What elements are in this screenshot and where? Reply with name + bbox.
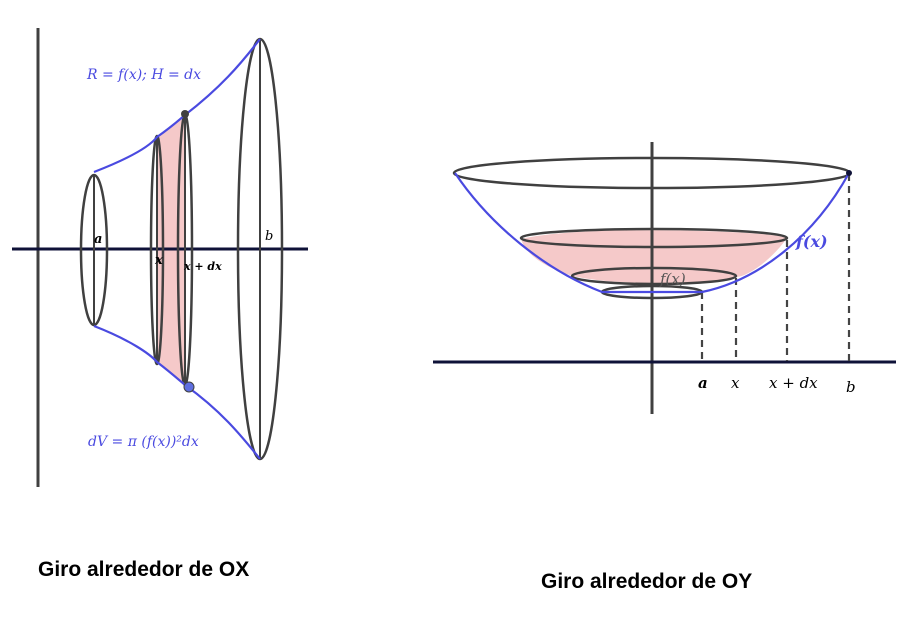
left-caption: Giro alrededor de OX (38, 558, 250, 581)
right-figure: f(x) f(x) a x x + dx b (433, 142, 896, 414)
left-label-xdx: x + dx (183, 260, 222, 273)
left-label-x: x (154, 253, 163, 268)
right-shell-shade (521, 230, 787, 284)
right-caption: Giro alrededor de OY (541, 570, 753, 593)
left-point-bottom (183, 381, 195, 393)
left-label-a: a (94, 232, 102, 247)
left-figure: R = f(x); H = dx dV = π (f(x))²dx a x x … (12, 28, 308, 487)
left-point-top (181, 110, 189, 118)
right-point-b (846, 170, 852, 176)
left-curve-upper (93, 38, 261, 174)
right-label-fx-inner: f(x) (659, 270, 686, 288)
left-formula-top: R = f(x); H = dx (86, 67, 201, 83)
left-label-b: b (265, 229, 273, 244)
left-curve-lower (93, 324, 261, 460)
right-label-fx-curve: f(x) (795, 232, 828, 251)
right-label-xdx: x + dx (769, 374, 818, 392)
right-ellipse-x (570, 266, 738, 286)
left-disc-a (79, 173, 109, 327)
right-label-x: x (731, 374, 740, 392)
right-curve (454, 172, 850, 294)
right-ellipse-xdx (519, 227, 789, 249)
right-label-a: a (698, 374, 708, 392)
left-formula-bottom: dV = π (f(x))²dx (88, 434, 199, 450)
right-label-b: b (846, 378, 856, 396)
